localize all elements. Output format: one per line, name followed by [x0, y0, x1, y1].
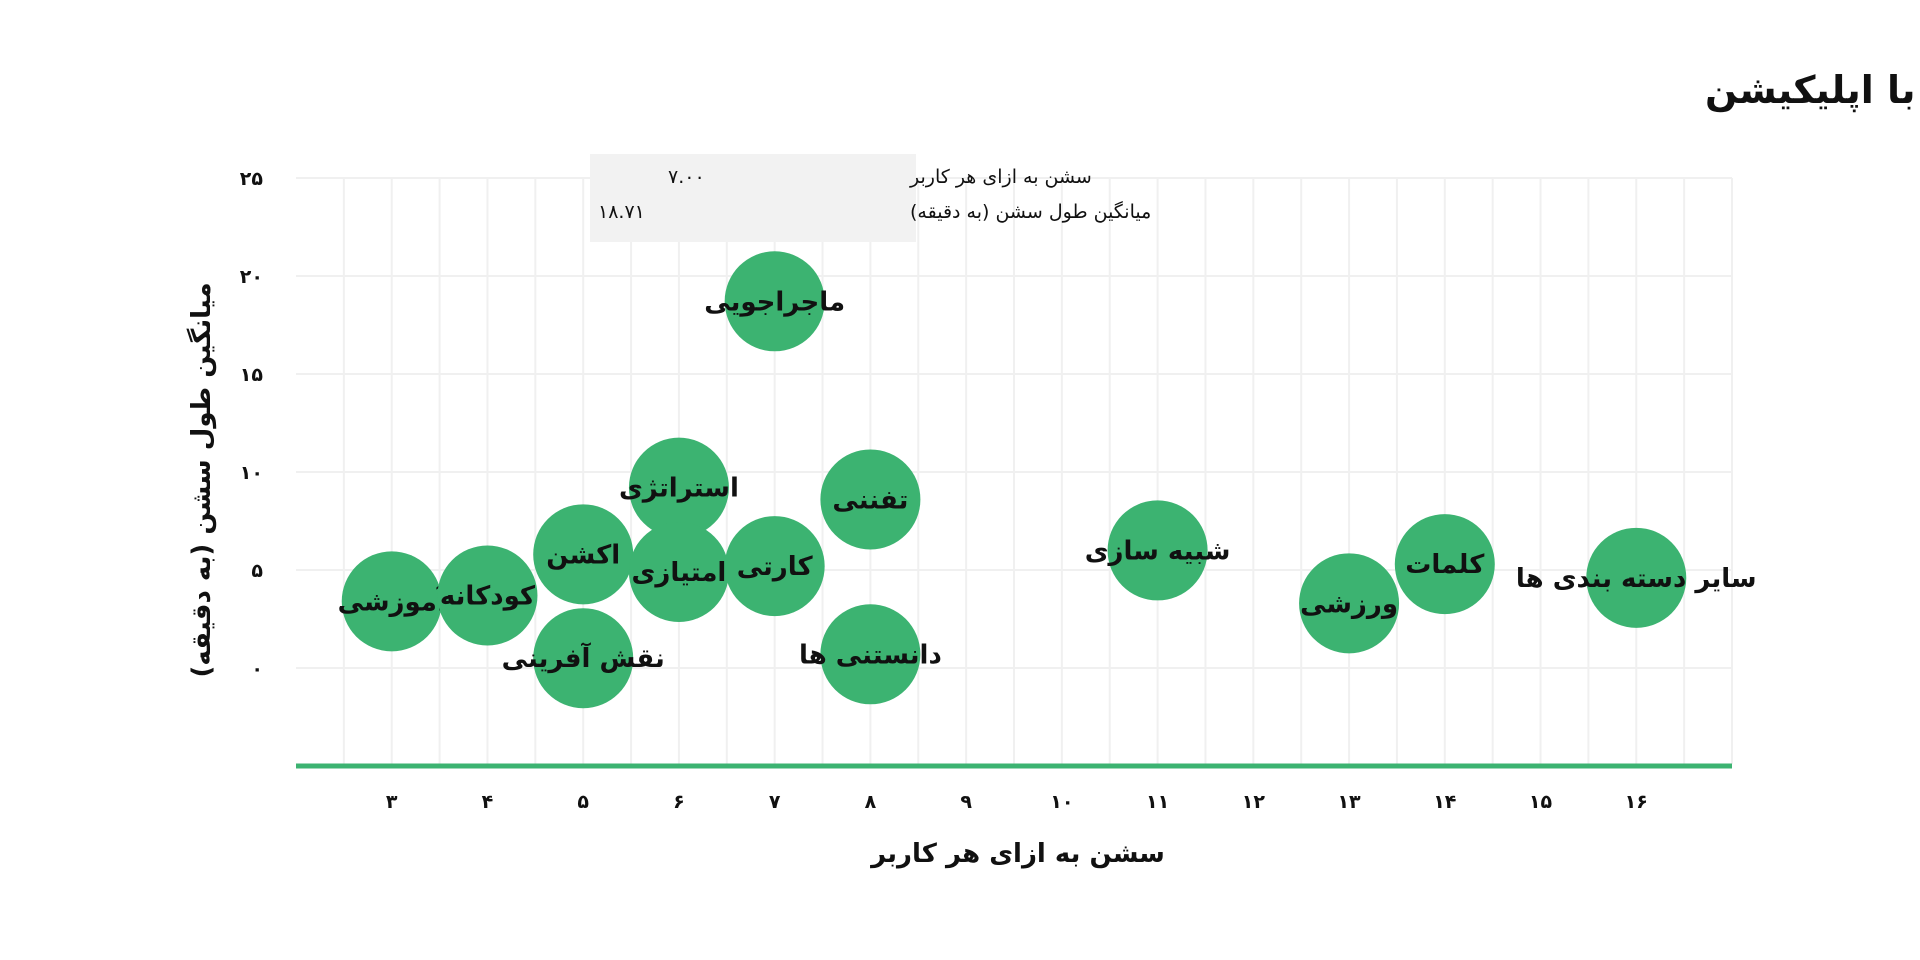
x-tick-label: ۱۵	[1529, 791, 1553, 813]
bubble-point[interactable]: سایر دسته بندی ها	[1516, 527, 1757, 628]
bubble-circle[interactable]	[820, 449, 921, 550]
y-axis-title: میانگین طول سشن (به دقیقه)	[186, 282, 217, 677]
bubble-circle[interactable]	[437, 545, 538, 646]
bubble-point[interactable]: ورزشی	[1299, 553, 1400, 654]
bubble-point[interactable]: آموزشی	[338, 551, 447, 652]
y-tick-label: ۱۰	[240, 462, 263, 484]
x-tick-label: ۶	[673, 791, 685, 813]
bubble-point[interactable]: شبیه سازی	[1085, 500, 1231, 601]
bubble-circle[interactable]	[533, 608, 634, 709]
bubble-circle[interactable]	[533, 504, 634, 605]
x-tick-label: ۹	[960, 791, 972, 813]
x-axis-title: سشن به ازای هر کاربر	[869, 839, 1165, 869]
bubble-point[interactable]: امتیازی	[628, 521, 729, 622]
bubble-label: دانستنی ها	[799, 640, 942, 670]
y-tick-label: ۲۵	[240, 168, 264, 190]
x-axis-ticks: ۳ ۴ ۵ ۶ ۷ ۸ ۹ ۱۰ ۱۱ ۱۲ ۱۳ ۱۴ ۱۵ ۱۶	[386, 791, 1648, 813]
tooltip-y-value: ۱۸.۷۱	[598, 201, 645, 223]
bubble-label: امتیازی	[632, 558, 727, 588]
tooltip-x-value: ۷.۰۰	[668, 166, 705, 188]
x-tick-label: ۳	[386, 791, 398, 813]
bubble-label: نقش آفرینی	[502, 642, 665, 674]
bubble-label: کودکانه	[440, 581, 536, 611]
bubble-circle[interactable]	[1586, 527, 1687, 628]
x-tick-label: ۴	[482, 791, 494, 813]
y-tick-label: ۰	[251, 658, 263, 680]
y-axis-ticks: ۰ ۵ ۱۰ ۱۵ ۲۰ ۲۵	[240, 168, 264, 680]
bubble-point[interactable]: کودکانه	[437, 545, 538, 646]
bubble-label: تفننی	[832, 485, 908, 515]
bubble-label: استراتژی	[619, 474, 739, 504]
bubble-label: شبیه سازی	[1085, 536, 1231, 566]
y-tick-label: ۵	[251, 560, 263, 582]
bubble-circle[interactable]	[1299, 553, 1400, 654]
hover-tooltip: سشن به ازای هر کاربر ۷.۰۰ میانگین طول سش…	[590, 154, 1151, 242]
x-tick-label: ۱۲	[1242, 791, 1266, 813]
bubble-label: آموزشی	[338, 585, 447, 617]
y-tick-label: ۲۰	[240, 266, 263, 288]
bubble-point[interactable]: کارتی	[724, 516, 825, 617]
chart-title: میزان تعامل کاربران با اپلیکیشن	[1705, 68, 1920, 112]
tooltip-box	[590, 154, 916, 242]
x-tick-label: ۷	[769, 791, 781, 813]
bubble-circle[interactable]	[628, 521, 729, 622]
bubble-point[interactable]: اکشن	[533, 504, 634, 605]
x-tick-label: ۵	[577, 791, 589, 813]
bubble-label: کلمات	[1405, 550, 1485, 580]
bubble-circle[interactable]	[341, 551, 442, 652]
y-tick-label: ۱۵	[240, 364, 264, 386]
bubble-circle[interactable]	[820, 604, 921, 705]
x-tick-label: ۱۰	[1050, 791, 1073, 813]
bubble-label: سایر دسته بندی ها	[1516, 564, 1757, 594]
bubble-circle[interactable]	[1107, 500, 1208, 601]
bubble-circle[interactable]	[724, 516, 825, 617]
bubble-label: کارتی	[737, 552, 814, 582]
tooltip-y-label: میانگین طول سشن (به دقیقه)	[910, 200, 1151, 223]
bubble-label: ماجراجویی	[704, 287, 845, 317]
x-tick-label: ۱۴	[1433, 791, 1456, 813]
tooltip-x-label: سشن به ازای هر کاربر	[909, 166, 1092, 188]
bubble-point[interactable]: دانستنی ها	[799, 604, 942, 705]
x-tick-label: ۱۳	[1337, 791, 1361, 813]
bubble-point[interactable]: کلمات	[1394, 514, 1495, 615]
bubble-point[interactable]: ماجراجویی	[704, 251, 845, 352]
bubble-circle[interactable]	[628, 437, 729, 538]
bubble-label: اکشن	[546, 540, 620, 570]
x-tick-label: ۱۶	[1625, 791, 1648, 813]
bubble-point[interactable]: نقش آفرینی	[502, 608, 665, 709]
bubble-circle[interactable]	[1394, 514, 1495, 615]
bubble-circle[interactable]	[724, 251, 825, 352]
bubble-point[interactable]: تفننی	[820, 449, 921, 550]
x-tick-label: ۸	[865, 791, 877, 813]
x-tick-label: ۱۱	[1146, 791, 1169, 813]
bubble-label: ورزشی	[1300, 589, 1398, 619]
bubble-point[interactable]: استراتژی	[619, 437, 739, 538]
